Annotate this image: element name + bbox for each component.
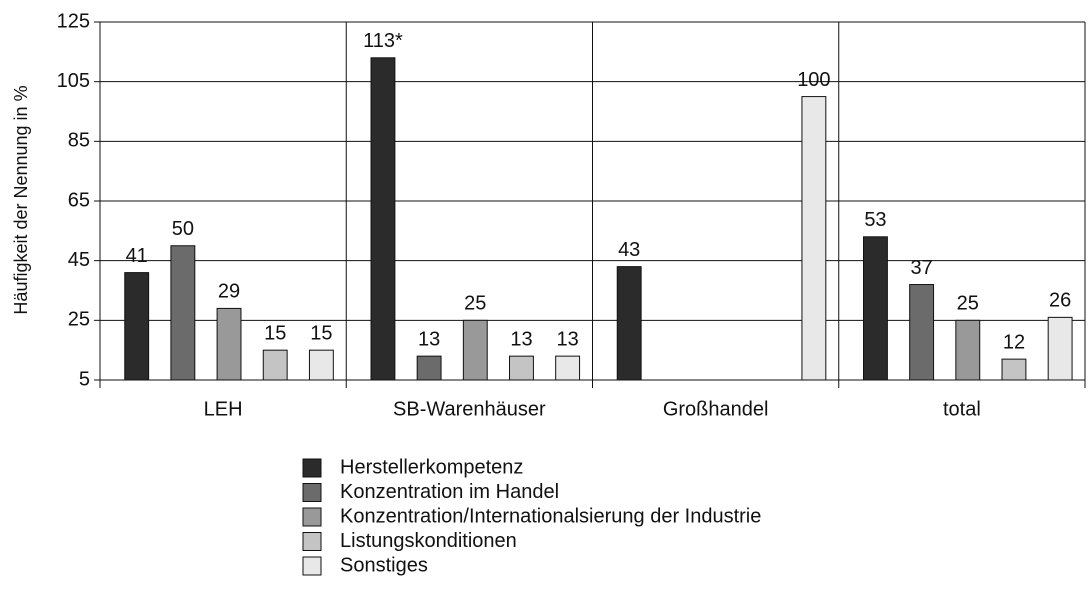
data-label: 29 <box>218 281 240 303</box>
bar <box>416 355 442 381</box>
bar <box>509 355 534 381</box>
bar <box>370 57 396 381</box>
bar <box>1001 358 1027 381</box>
legend-swatch <box>302 483 322 502</box>
legend-label: Sonstiges <box>340 554 428 576</box>
x-tick-label: total <box>943 398 981 420</box>
bar <box>124 272 150 381</box>
bar <box>308 349 334 381</box>
legend-swatch <box>302 458 322 478</box>
data-label: 25 <box>957 293 979 315</box>
data-label: 15 <box>310 322 332 344</box>
x-tick-label: SB-Warenhäuser <box>393 398 546 420</box>
data-label: 37 <box>910 257 932 279</box>
data-label: 53 <box>864 209 886 231</box>
bar <box>170 245 196 381</box>
y-tick-label: 65 <box>68 189 90 211</box>
data-label: 13 <box>418 328 440 350</box>
data-label: 13 <box>510 328 532 350</box>
bar <box>1047 316 1073 381</box>
y-axis-label: Häufigkeit der Nennung in % <box>11 85 31 314</box>
data-label: 43 <box>618 239 640 261</box>
bar <box>801 96 827 381</box>
data-label: 26 <box>1049 290 1071 312</box>
legend-swatch <box>302 532 322 551</box>
data-label: 25 <box>464 293 486 315</box>
y-tick-label: 45 <box>68 249 90 271</box>
bar <box>955 319 981 381</box>
data-label: 13 <box>557 328 579 350</box>
y-tick-label: 85 <box>68 130 90 152</box>
bar <box>862 236 888 381</box>
legend-label: Konzentration/Internationalsierung der I… <box>340 505 761 527</box>
legend-swatch <box>302 556 322 576</box>
data-label: 15 <box>264 322 286 344</box>
bar <box>555 355 581 381</box>
y-tick-label: 105 <box>57 70 90 92</box>
y-tick-label: 25 <box>68 309 90 331</box>
y-tick-label: 5 <box>79 368 90 390</box>
data-label: 12 <box>1003 331 1025 353</box>
y-tick-label: 125 <box>57 10 90 32</box>
legend-swatch <box>302 507 322 527</box>
data-label: 41 <box>126 245 148 267</box>
data-label: 50 <box>172 218 194 240</box>
data-label: 113* <box>363 30 403 52</box>
x-tick-label: Großhandel <box>663 398 769 420</box>
legend-label: Konzentration im Handel <box>340 481 559 503</box>
bar <box>616 266 642 381</box>
x-tick-label: LEH <box>204 398 243 420</box>
bar <box>909 284 935 381</box>
bar <box>262 349 288 381</box>
bar <box>216 307 242 381</box>
legend-label: Listungskonditionen <box>340 530 517 552</box>
bar <box>462 319 488 381</box>
legend-label: Herstellerkompetenz <box>340 456 523 478</box>
data-label: 100 <box>797 69 830 91</box>
